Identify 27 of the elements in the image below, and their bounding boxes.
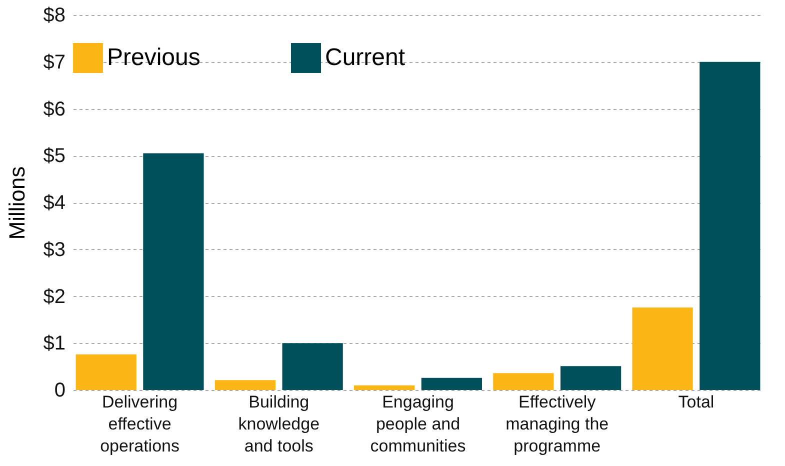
x-tick-label: Effectively managing the programme [506,392,609,456]
y-tick-label: $6 [43,98,66,120]
bar [76,354,136,390]
bar [560,366,622,390]
legend-label: Previous [107,44,200,71]
x-tick-label: Total [678,392,714,412]
legend-label: Current [325,44,406,71]
x-tick-label: Delivering effective operations [100,392,180,456]
y-tick-label: $8 [43,4,66,26]
bar [214,380,276,390]
y-tick-label: $3 [43,238,66,261]
y-tick-label: $2 [43,286,66,308]
bar [282,343,343,390]
y-tick-label: 0 [54,380,66,402]
y-tick-label: $1 [43,332,66,355]
x-tick-label: Building knowledge and tools [238,392,320,456]
y-tick-label: $4 [43,192,66,214]
y-tick-label: $7 [43,51,66,74]
y-axis-title: Millions [4,166,30,240]
y-tick-label: $5 [43,145,66,168]
bar [700,62,760,390]
bar [493,373,554,390]
bar [632,308,693,390]
x-tick-label: Engaging people and communities [370,392,466,456]
bar [354,385,415,390]
bar [143,153,204,390]
bar [421,378,482,390]
